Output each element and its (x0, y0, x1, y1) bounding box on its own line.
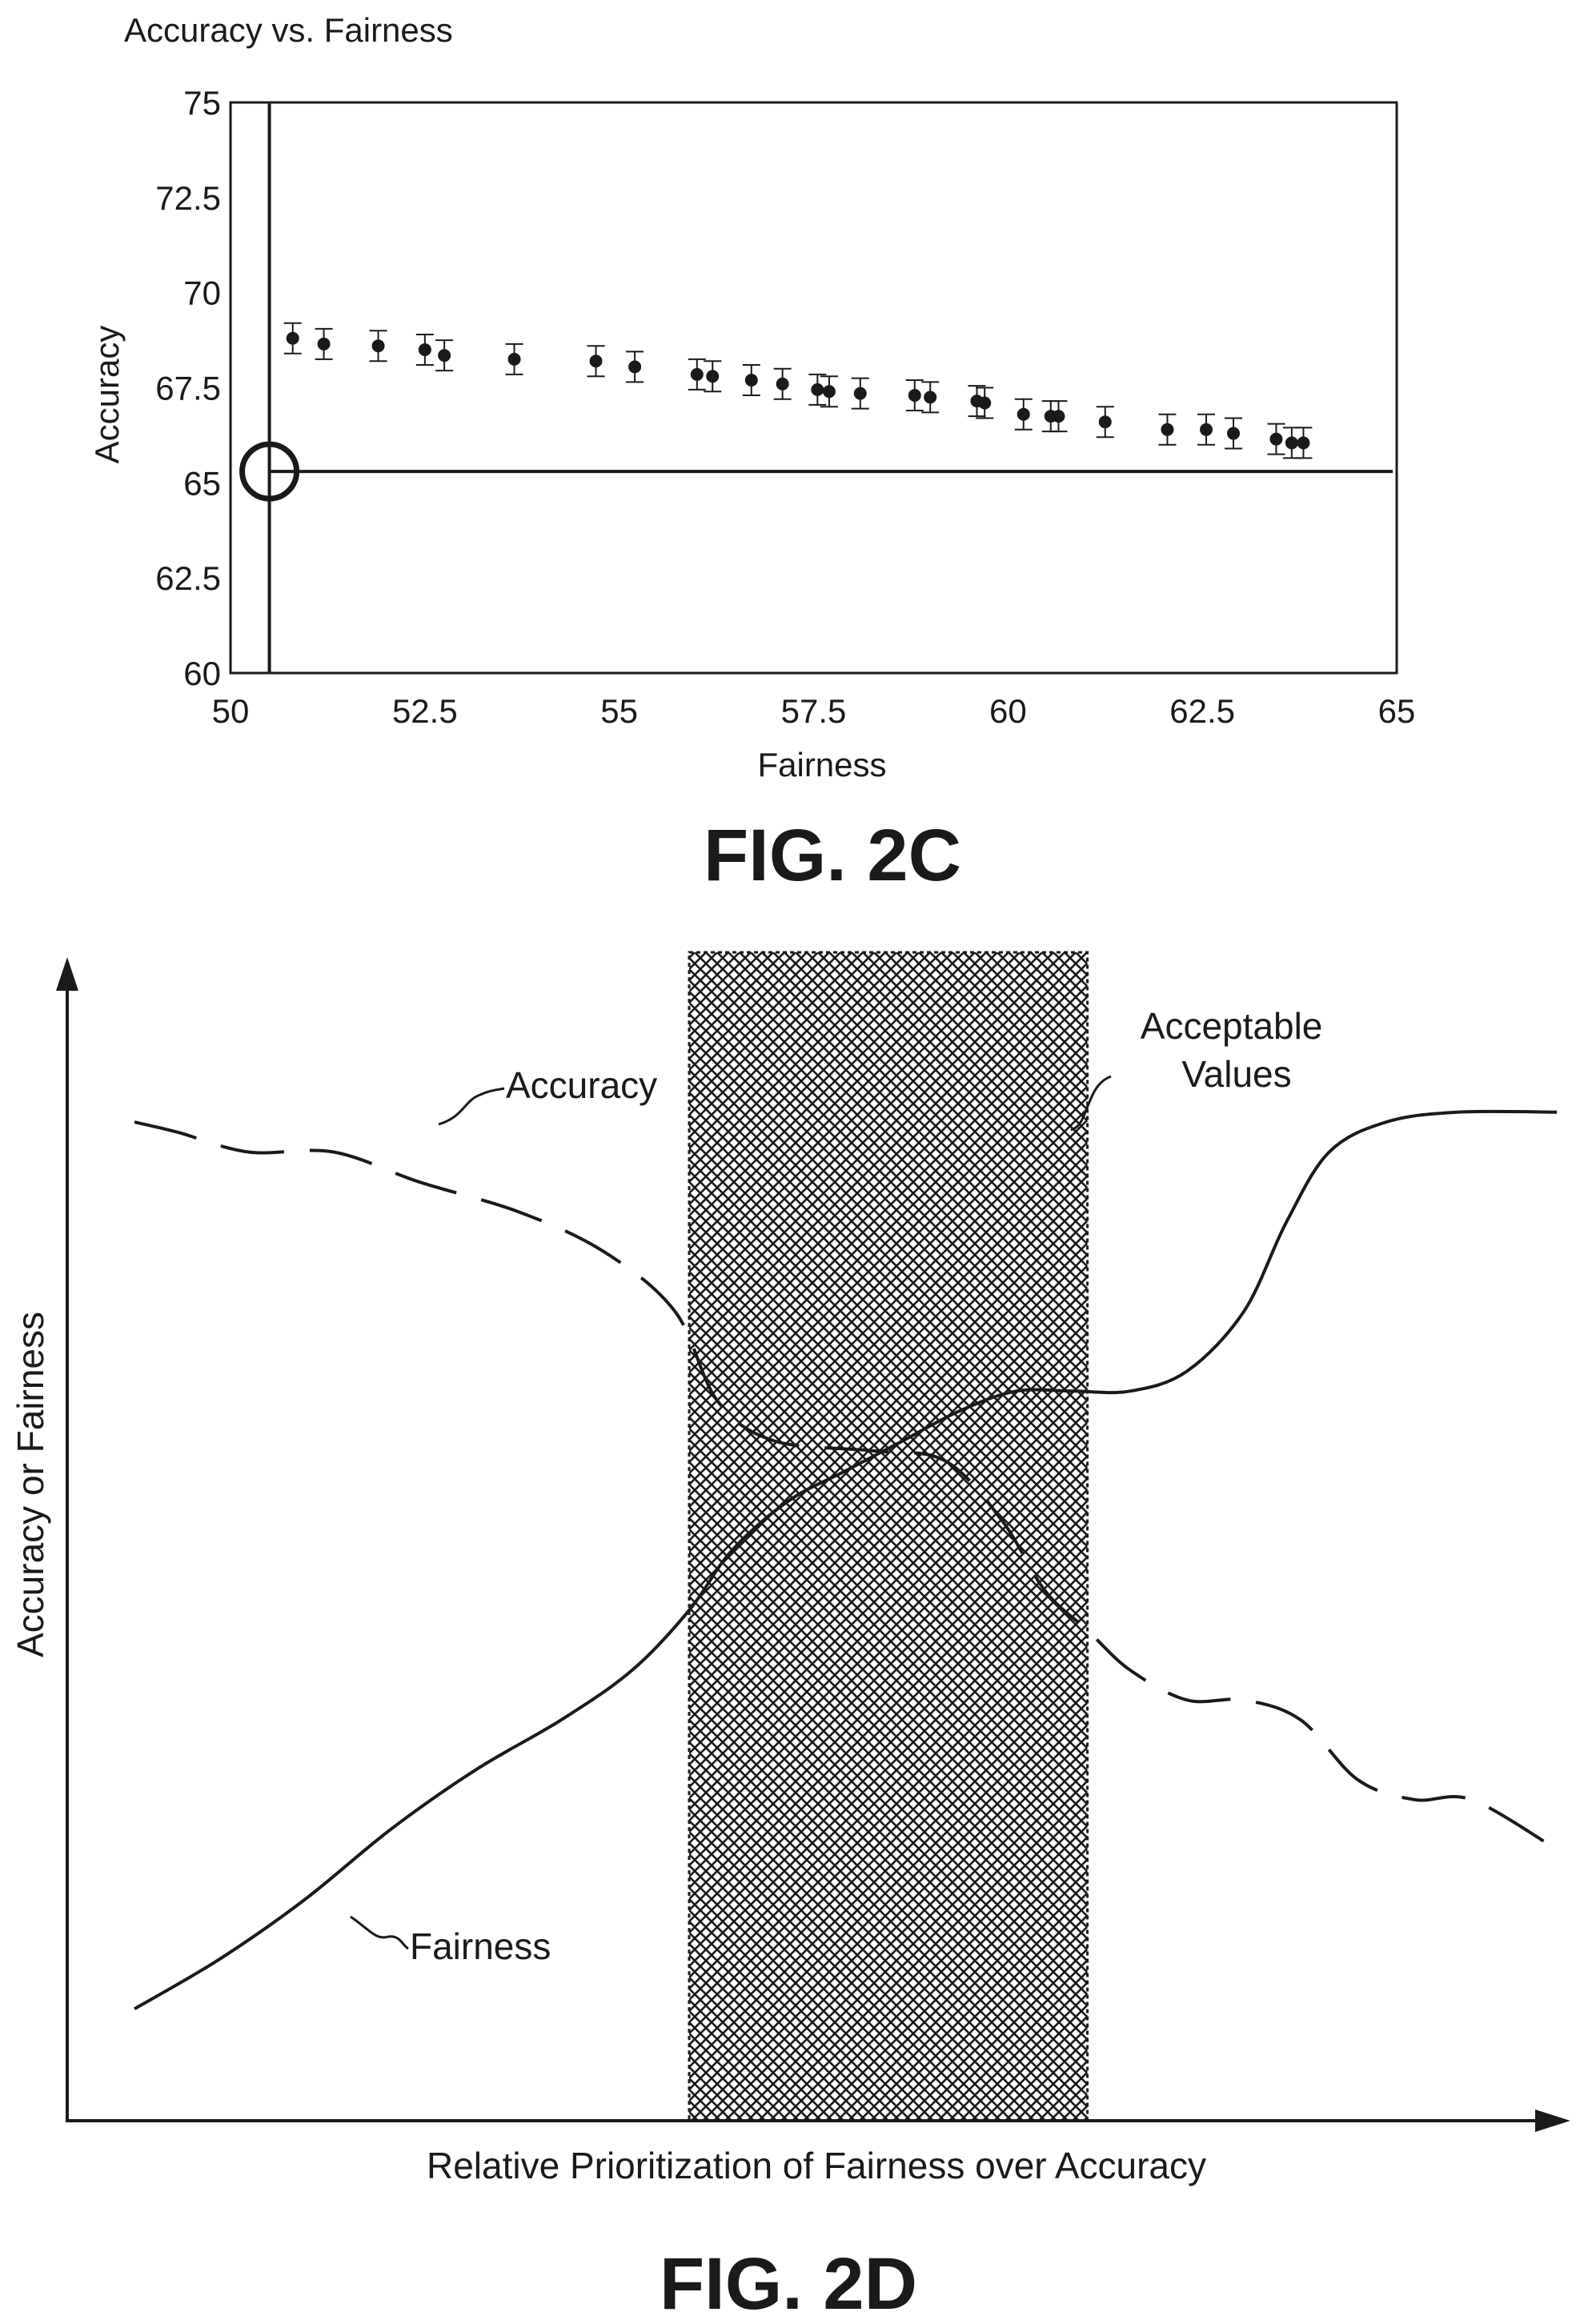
fig2c-x-tick-label: 55 (600, 692, 638, 730)
fairness-leader-line (350, 1915, 409, 1950)
fig2c-data-point (1014, 398, 1033, 431)
fig2d-x-axis-label: Relative Prioritization of Fairness over… (427, 2145, 1206, 2186)
fig2c-reference-marker (239, 441, 300, 502)
data-marker (1285, 436, 1298, 450)
fig2d-y-axis-label: Accuracy or Fairness (10, 1312, 51, 1657)
data-marker (418, 343, 431, 356)
fig2c-data-point (315, 327, 333, 360)
fig2c-data-point (773, 367, 792, 400)
fig2d-x-axis-arrow (1535, 2110, 1570, 2132)
fig2c-data-point (976, 387, 994, 419)
data-marker (589, 355, 603, 368)
fig2c-data-point (1158, 413, 1177, 446)
fig2c-x-ticks: 50 52.5 55 57.5 60 62.5 65 (212, 692, 1416, 730)
fig2c-y-ticks: 60 62.5 65 67.5 70 72.5 75 (155, 84, 221, 692)
fig2c-x-tick-label: 60 (989, 692, 1027, 730)
fig2c-x-tick-label: 65 (1378, 692, 1416, 730)
accuracy-leader-line (438, 1087, 505, 1126)
fig2c-data-point (505, 343, 523, 375)
fig2c-data-point (1267, 423, 1285, 455)
data-marker (776, 377, 789, 391)
data-marker (1297, 436, 1310, 450)
data-marker (811, 383, 824, 396)
fig2c-data-point (1049, 400, 1068, 433)
data-marker (978, 396, 992, 410)
data-marker (1098, 415, 1112, 429)
data-marker (822, 385, 836, 399)
data-marker (628, 360, 642, 374)
data-marker (853, 387, 867, 400)
fig2c-y-axis-label: Accuracy (88, 326, 126, 464)
fig2c-data-point (1225, 417, 1243, 450)
fig2c-data-point (921, 381, 940, 414)
data-marker (1269, 432, 1283, 446)
fig2c-title: Accuracy vs. Fairness (124, 11, 453, 49)
fig2c-data-point (704, 360, 722, 393)
data-marker (371, 339, 385, 353)
data-marker (924, 391, 937, 404)
data-marker (1200, 423, 1213, 436)
acceptable-values-leader-line (1070, 1075, 1112, 1132)
fig2c-data-point (626, 351, 644, 383)
fig2c-chart: Accuracy vs. Fairness 60 62.5 65 67.5 70 72.5… (88, 11, 1415, 783)
fig2c-x-axis-label: Fairness (757, 746, 886, 783)
data-marker (706, 370, 720, 383)
fig2c-data-point (905, 379, 924, 412)
fig2c-figure-label: FIG. 2C (704, 815, 961, 896)
fig2c-data-point (415, 333, 434, 366)
fig2c-data-point (742, 363, 760, 397)
data-marker (908, 389, 921, 403)
data-marker (317, 337, 331, 351)
fig2c-y-tick-label: 67.5 (155, 370, 221, 407)
fig2d-figure-label: FIG. 2D (660, 2243, 917, 2324)
fig2c-x-tick-label: 57.5 (781, 692, 847, 730)
fig2c-y-tick-label: 65 (183, 464, 221, 502)
fig2c-data-point (820, 375, 838, 408)
data-marker (690, 367, 704, 381)
fig2c-y-tick-label: 62.5 (155, 559, 221, 597)
fig2c-data-point (1096, 406, 1114, 439)
fig2c-y-tick-label: 75 (183, 84, 221, 122)
acceptable-values-label-line-2: Values (1181, 1053, 1291, 1095)
fairness-curve (133, 1109, 1558, 2010)
fig2c-data-point (587, 345, 605, 378)
accuracy-curve (134, 1120, 1558, 1851)
accuracy-annotation-label: Accuracy (506, 1064, 657, 1106)
fig2c-data-point (688, 358, 706, 391)
data-marker (507, 352, 521, 366)
fig2c-data-points (283, 322, 1313, 459)
data-marker (438, 349, 451, 363)
fig2c-x-tick-label: 52.5 (392, 692, 458, 730)
fig2c-y-tick-label: 70 (183, 274, 221, 312)
fairness-annotation-label: Fairness (410, 1925, 551, 1967)
fig2c-x-tick-label: 50 (212, 692, 250, 730)
acceptable-values-label-line-1: Acceptable (1141, 1005, 1323, 1047)
fig2c-x-tick-label: 62.5 (1169, 692, 1235, 730)
fig2c-data-point (808, 373, 827, 406)
fig2c-plot-frame (229, 101, 1398, 675)
data-marker (1052, 410, 1065, 423)
fig2c-data-point (851, 377, 869, 410)
fig2c-data-point (283, 322, 302, 355)
fig2d-y-axis-arrow (56, 957, 78, 991)
data-marker (744, 373, 758, 387)
fig2c-data-point (435, 339, 454, 372)
fig2c-y-tick-label: 72.5 (155, 179, 221, 217)
data-marker (1017, 407, 1030, 421)
fig2c-data-point (1294, 427, 1313, 459)
fig2c-data-point (1197, 413, 1216, 446)
fig2d-chart: Accuracy Fairness Acceptable Values Rela… (10, 951, 1570, 2186)
fig2c-y-tick-label: 60 (183, 655, 221, 692)
acceptable-values-region (688, 951, 1089, 2122)
data-marker (1227, 427, 1241, 440)
data-marker (1161, 423, 1174, 436)
acceptable-values-annotation-label: Acceptable Values (1141, 1005, 1333, 1095)
data-marker (286, 331, 299, 345)
fig2c-data-point (369, 330, 387, 363)
